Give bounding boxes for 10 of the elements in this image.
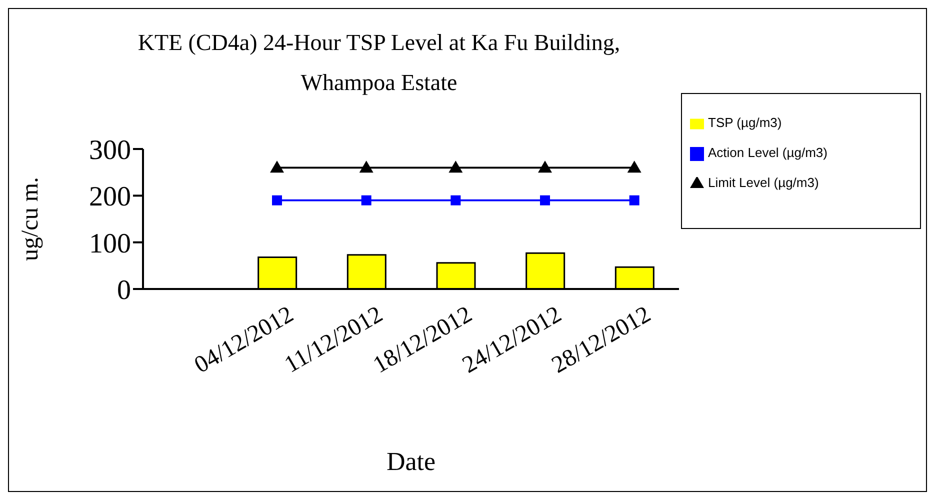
y-tick-label: 200 xyxy=(89,182,131,213)
y-axis-title: ug/cu m. xyxy=(18,177,44,261)
x-axis-title: Date xyxy=(385,447,437,477)
legend-label: Limit Level (µg/m3) xyxy=(708,175,819,190)
chart-title: KTE (CD4a) 24-Hour TSP Level at Ka Fu Building, Whampoa Estate xyxy=(136,29,622,97)
y-tick-label: 0 xyxy=(117,274,131,306)
legend-label: Action Level (µg/m3) xyxy=(708,145,828,160)
y-tick-label: 300 xyxy=(89,134,131,166)
legend-label: TSP (µg/m3) xyxy=(708,115,782,130)
y-tick-label: 100 xyxy=(89,228,131,260)
